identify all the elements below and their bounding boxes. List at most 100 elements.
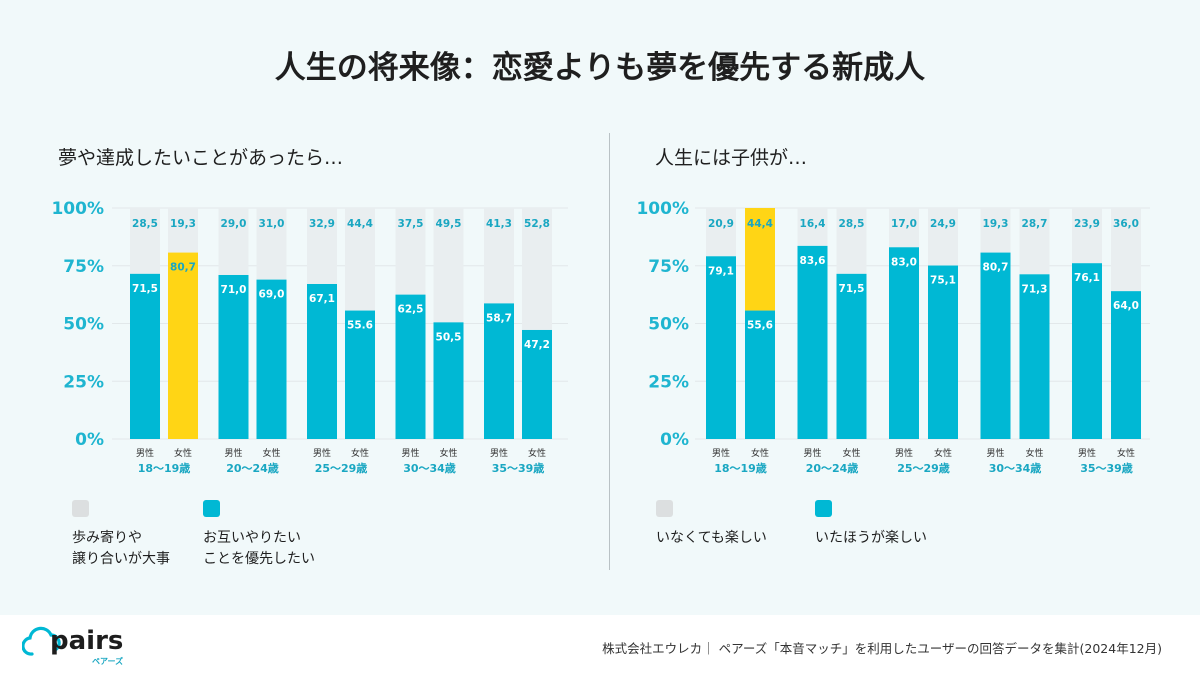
legend-label-with-kids: いたほうが楽しい xyxy=(815,530,927,546)
top-value-label: 28,5 xyxy=(132,218,158,230)
bar-top-segment xyxy=(218,208,249,275)
bar-bottom-segment xyxy=(218,274,249,439)
age-group-label: 25〜29歳 xyxy=(897,461,950,475)
source-note: 株式会社エウレカ｜ ペアーズ「本音マッチ」を利用したユーザーの回答データを集計(… xyxy=(602,641,1162,656)
bar-bottom-segment xyxy=(484,303,514,439)
bar-top-segment xyxy=(928,208,958,266)
bottom-value-label: 79,1 xyxy=(708,265,734,277)
bar-bottom-segment xyxy=(433,322,464,439)
bar-top-segment xyxy=(345,208,375,311)
pairs-logo[interactable]: pairs ペアーズ xyxy=(22,622,132,666)
top-value-label: 31,0 xyxy=(259,218,285,230)
bar-bottom-segment xyxy=(307,283,337,439)
bar-bottom-segment xyxy=(168,252,198,439)
y-tick-label: 100% xyxy=(636,199,689,219)
top-value-label: 28,7 xyxy=(1022,218,1048,230)
sex-label: 女性 xyxy=(934,447,952,459)
bottom-value-label: 62,5 xyxy=(398,304,424,316)
bottom-value-label: 80,7 xyxy=(170,262,196,274)
panel-divider xyxy=(609,133,610,570)
y-tick-label: 50% xyxy=(63,315,104,335)
sex-label: 女性 xyxy=(751,447,769,459)
legend-swatch-cyan xyxy=(203,500,220,517)
age-group-label: 35〜39歳 xyxy=(492,461,545,475)
bar-bottom-segment xyxy=(836,273,867,439)
bottom-value-label: 76,1 xyxy=(1074,272,1100,284)
age-group-label: 25〜29歳 xyxy=(315,461,368,475)
bottom-value-label: 55,6 xyxy=(747,320,773,332)
y-tick-label: 25% xyxy=(648,372,689,392)
page-title: 人生の将来像：恋愛よりも夢を優先する新成人 xyxy=(274,50,926,86)
top-value-label: 20,9 xyxy=(708,218,734,230)
top-value-label: 28,5 xyxy=(839,218,865,230)
top-value-label: 29,0 xyxy=(221,218,247,230)
top-value-label: 24,9 xyxy=(930,218,956,230)
sex-label: 女性 xyxy=(528,447,546,459)
sex-label: 男性 xyxy=(490,447,508,459)
y-tick-label: 0% xyxy=(660,430,689,450)
bar-bottom-segment xyxy=(1019,274,1050,439)
top-value-label: 19,3 xyxy=(170,218,196,230)
bar-bottom-segment xyxy=(130,273,160,439)
sex-label: 男性 xyxy=(401,447,419,459)
age-group-label: 35〜39歳 xyxy=(1080,461,1133,475)
footer xyxy=(0,615,1200,675)
top-value-label: 32,9 xyxy=(309,218,335,230)
y-tick-label: 25% xyxy=(63,372,104,392)
top-value-label: 44,4 xyxy=(347,218,373,230)
bar-top-segment xyxy=(433,208,464,323)
bar-top-segment xyxy=(130,208,160,274)
bottom-value-label: 75,1 xyxy=(930,275,956,287)
top-value-label: 23,9 xyxy=(1074,218,1100,230)
bar-bottom-segment xyxy=(1072,263,1102,439)
sex-label: 男性 xyxy=(986,447,1004,459)
sex-label: 女性 xyxy=(262,447,280,459)
bar-top-segment xyxy=(168,208,198,253)
age-group-label: 18〜19歳 xyxy=(138,461,191,475)
sex-label: 女性 xyxy=(174,447,192,459)
top-value-label: 49,5 xyxy=(436,218,462,230)
sex-label: 男性 xyxy=(712,447,730,459)
bar-top-segment xyxy=(980,208,1011,253)
right-stacked-bar-chart: 100% 75% 50% 25% 0% 20,9 79,1 男性 44,4 55,6 女性 16,4 8… xyxy=(636,199,1150,475)
top-value-label: 52,8 xyxy=(524,218,550,230)
bar-bottom-segment xyxy=(928,265,958,439)
bottom-value-label: 71,0 xyxy=(221,284,247,296)
sex-label: 男性 xyxy=(803,447,821,459)
legend-swatch-grey xyxy=(656,500,673,517)
age-group-label: 18〜19歳 xyxy=(714,461,767,475)
sex-label: 女性 xyxy=(351,447,369,459)
bar-bottom-segment xyxy=(797,245,828,439)
bar-top-segment xyxy=(395,208,426,295)
legend-label-without-kids: いなくても楽しい xyxy=(656,530,767,546)
sex-label: 女性 xyxy=(842,447,860,459)
bar-top-segment xyxy=(1111,208,1141,292)
sex-label: 男性 xyxy=(313,447,331,459)
top-value-label: 41,3 xyxy=(486,218,512,230)
bar-top-segment xyxy=(256,208,287,280)
right-chart-title: 人生には子供が… xyxy=(655,147,808,169)
bar-top-segment xyxy=(706,208,736,257)
sex-label: 男性 xyxy=(1078,447,1096,459)
bottom-value-label: 58,7 xyxy=(486,312,512,324)
legend-label-compromise: 歩み寄りや 譲り合いが大事 xyxy=(72,530,170,567)
bottom-value-label: 71,5 xyxy=(839,283,865,295)
bar-top-segment xyxy=(307,208,337,284)
bottom-value-label: 83,6 xyxy=(800,255,826,267)
bottom-value-label: 80,7 xyxy=(983,262,1009,274)
age-group-label: 20〜24歳 xyxy=(226,461,279,475)
cloud-icon xyxy=(22,626,61,656)
age-group-label: 30〜34歳 xyxy=(989,461,1042,475)
bar-bottom-segment xyxy=(1111,291,1141,439)
sex-label: 女性 xyxy=(439,447,457,459)
bar-top-segment xyxy=(745,208,775,311)
top-value-label: 37,5 xyxy=(398,218,424,230)
legend-swatch-cyan xyxy=(815,500,832,517)
bottom-value-label: 71,5 xyxy=(132,283,158,295)
bar-top-segment xyxy=(836,208,867,274)
sex-label: 男性 xyxy=(224,447,242,459)
y-tick-label: 50% xyxy=(648,315,689,335)
legend-label-own-priority: お互いやりたい ことを優先したい xyxy=(203,530,315,567)
top-value-label: 16,4 xyxy=(800,218,826,230)
bottom-value-label: 47,2 xyxy=(524,339,550,351)
